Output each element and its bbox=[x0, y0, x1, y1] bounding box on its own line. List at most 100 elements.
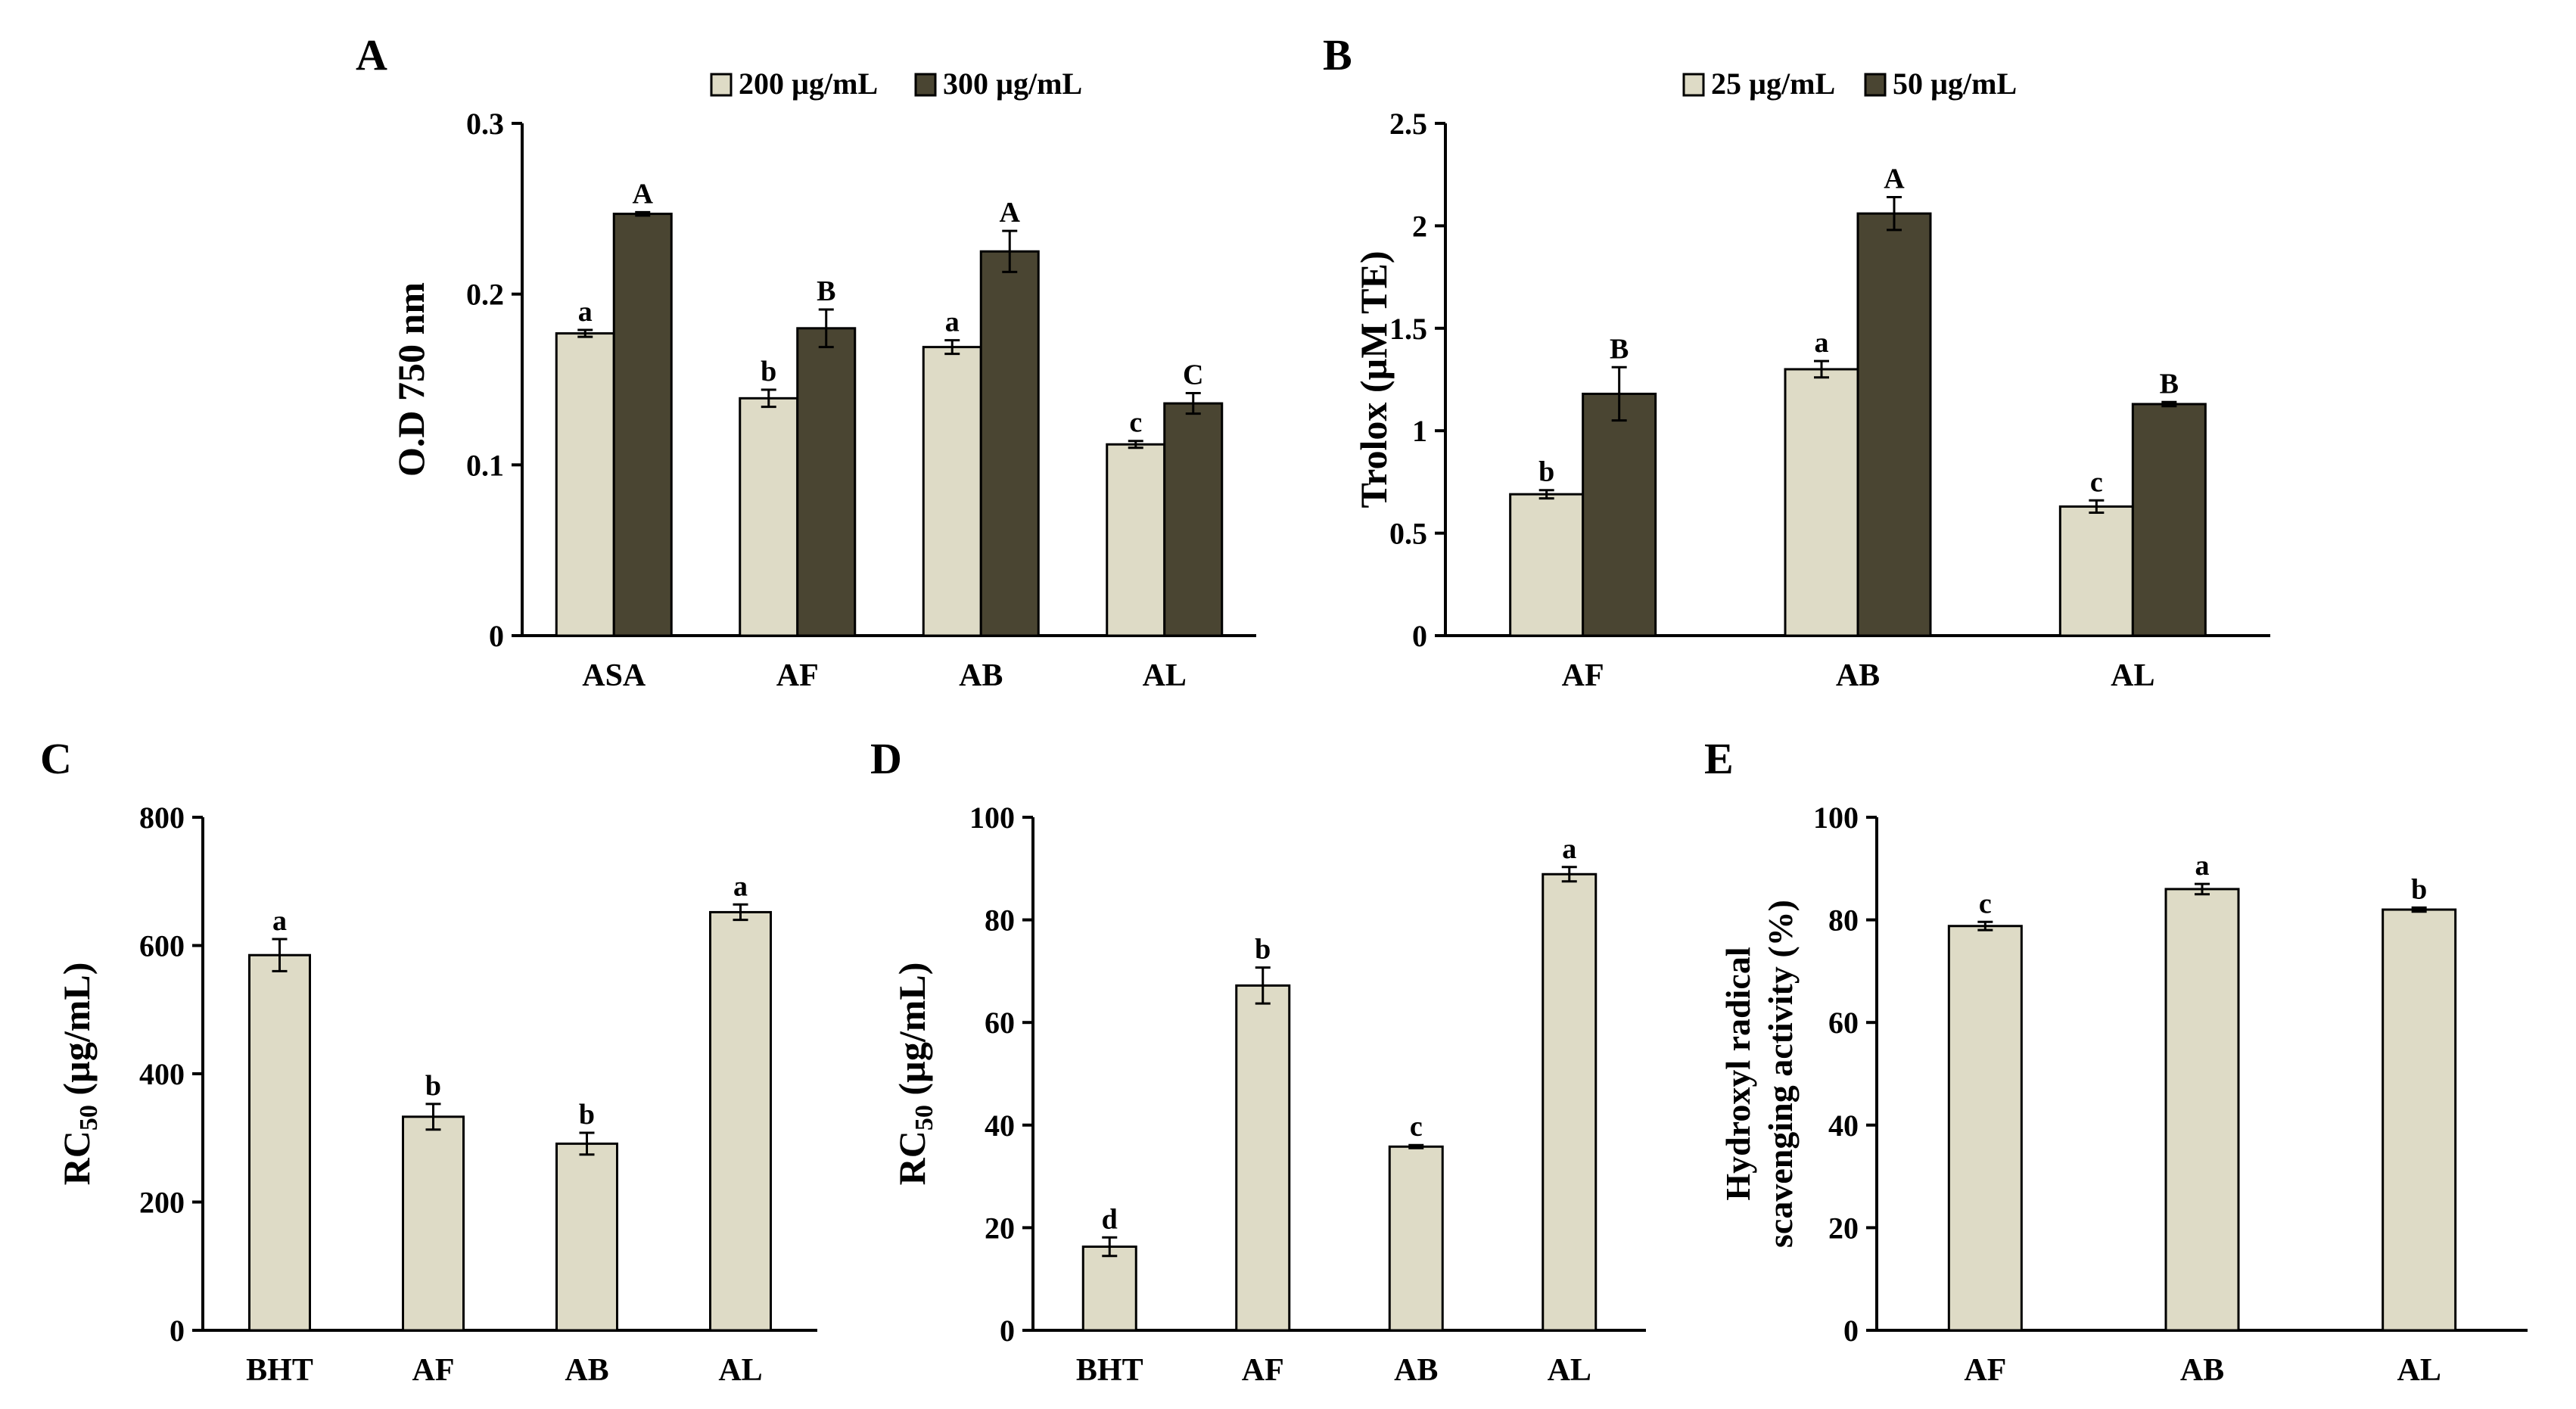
x-tick-label: BHT bbox=[246, 1353, 313, 1388]
bar-ab-series-1 bbox=[1856, 212, 1932, 637]
y-tick-label: 0.2 bbox=[466, 278, 504, 312]
y-tick-label: 0 bbox=[489, 619, 504, 653]
significance-letter: b bbox=[761, 356, 776, 387]
significance-letter: d bbox=[1102, 1203, 1118, 1235]
x-tick-label: AF bbox=[1964, 1353, 2006, 1388]
x-tick-label: AB bbox=[959, 658, 1003, 693]
y-axis-title-subscript: 50 bbox=[75, 1105, 103, 1131]
significance-letter: b bbox=[1255, 934, 1271, 966]
legend-swatch bbox=[1864, 73, 1887, 97]
bar-af-series-0 bbox=[739, 397, 799, 637]
bar-al-series-1 bbox=[2131, 403, 2207, 637]
significance-letter: c bbox=[2090, 466, 2103, 498]
bar-al-series-0 bbox=[2058, 505, 2134, 637]
significance-letter: C bbox=[1183, 359, 1203, 391]
y-tick-label: 80 bbox=[985, 904, 1015, 938]
significance-letter: b bbox=[425, 1070, 441, 1102]
y-tick-label: 80 bbox=[1828, 904, 1859, 938]
y-axis-title: Trolox (µM TE) bbox=[1352, 251, 1395, 509]
significance-letter: a bbox=[2195, 850, 2210, 882]
significance-letter: a bbox=[272, 905, 287, 937]
y-axis-title: RC50 (µg/mL) bbox=[55, 963, 103, 1186]
legend-swatch bbox=[710, 73, 733, 97]
x-tick-label: ASA bbox=[582, 658, 646, 693]
y-tick-label: 600 bbox=[139, 929, 185, 963]
y-tick-label: 0.3 bbox=[466, 107, 504, 141]
bar-ab-series-0 bbox=[555, 1142, 618, 1332]
y-axis-title-line1: Hydroxyl radical bbox=[1719, 947, 1757, 1200]
x-tick-label: AF bbox=[776, 658, 819, 693]
y-tick-label: 0 bbox=[1412, 619, 1427, 653]
significance-letter: A bbox=[1884, 163, 1905, 194]
bar-asa-series-1 bbox=[612, 213, 673, 637]
y-tick-label: 2.5 bbox=[1389, 107, 1427, 141]
y-tick-label: 20 bbox=[985, 1211, 1015, 1245]
legend-label: 300 µg/mL bbox=[943, 67, 1082, 101]
panel-e: E 0 20 40 60 80 100 Hydroxyl radical scavenging … bbox=[1704, 734, 2528, 1388]
panel-label-c: C bbox=[40, 734, 72, 783]
x-tick-label: AF bbox=[412, 1353, 455, 1388]
significance-letter: b bbox=[2411, 873, 2427, 905]
significance-letter: B bbox=[2160, 368, 2179, 400]
y-tick-label: 60 bbox=[1828, 1006, 1859, 1040]
significance-letter: A bbox=[633, 178, 654, 210]
x-tick-label: AL bbox=[718, 1353, 762, 1388]
y-tick-label: 800 bbox=[139, 801, 185, 835]
bar-af-series-0 bbox=[1509, 493, 1585, 637]
bar-al-series-0 bbox=[1106, 443, 1166, 637]
x-tick-label: AL bbox=[2397, 1353, 2441, 1388]
bar-ab-series-0 bbox=[2164, 888, 2240, 1332]
bar-al-series-0 bbox=[1542, 872, 1598, 1332]
y-axis-title-main: RC bbox=[55, 1131, 98, 1185]
bar-bht-series-0 bbox=[248, 953, 311, 1332]
y-axis-title-units: (µg/mL) bbox=[891, 963, 933, 1106]
bar-al-series-0 bbox=[2382, 908, 2457, 1332]
y-tick-label: 40 bbox=[1828, 1109, 1859, 1143]
panel-a: A 0 0.1 0.2 0.3 O.D 750 nm ASA a A AF b B AB a A AL c C 20… bbox=[356, 30, 1256, 693]
bar-af-series-1 bbox=[1582, 392, 1657, 637]
significance-letter: a bbox=[1562, 833, 1576, 865]
panels: A00.10.20.3O.D 750 nmASAaAAFbBABaAALcC20… bbox=[40, 30, 2528, 1388]
y-tick-label: 20 bbox=[1828, 1211, 1859, 1245]
significance-letter: B bbox=[1610, 333, 1629, 365]
y-tick-label: 1 bbox=[1412, 414, 1427, 448]
x-tick-label: AB bbox=[565, 1353, 608, 1388]
y-axis-title-units: (µg/mL) bbox=[55, 963, 98, 1106]
x-tick-label: BHT bbox=[1076, 1353, 1143, 1388]
bar-asa-series-0 bbox=[555, 332, 615, 637]
significance-letter: a bbox=[578, 296, 593, 328]
x-tick-label: AB bbox=[2180, 1353, 2224, 1388]
significance-letter: B bbox=[817, 275, 835, 307]
panel-c: C 0 200 400 600 800 RC50 (µg/mL) BHT a AF b AB b AL a bbox=[40, 734, 817, 1388]
x-tick-label: AL bbox=[1548, 1353, 1591, 1388]
bar-bht-series-0 bbox=[1081, 1245, 1137, 1332]
significance-letter: c bbox=[1410, 1111, 1423, 1143]
significance-letter: c bbox=[1129, 407, 1142, 439]
panel-label-b: B bbox=[1323, 30, 1352, 79]
bar-ab-series-0 bbox=[1388, 1145, 1444, 1332]
legend-label: 200 µg/mL bbox=[739, 67, 878, 101]
significance-letter: a bbox=[1815, 327, 1829, 359]
significance-letter: a bbox=[945, 306, 960, 338]
x-tick-label: AL bbox=[1143, 658, 1187, 693]
panel-label-d: D bbox=[870, 734, 902, 783]
y-tick-label: 200 bbox=[139, 1186, 185, 1220]
bar-ab-series-1 bbox=[979, 250, 1040, 637]
panel-b: B 0 0.5 1 1.5 2 2.5 Trolox (µM TE) AF b B AB a A AL c B 2… bbox=[1323, 30, 2270, 693]
y-tick-label: 0.5 bbox=[1389, 517, 1427, 551]
y-tick-label: 40 bbox=[985, 1109, 1015, 1143]
legend-swatch bbox=[914, 73, 937, 97]
y-axis-title: O.D 750 nm bbox=[390, 282, 432, 477]
bar-al-series-1 bbox=[1163, 402, 1224, 637]
y-tick-label: 1.5 bbox=[1389, 312, 1427, 346]
panel-label-e: E bbox=[1704, 734, 1734, 783]
y-tick-label: 2 bbox=[1412, 209, 1427, 243]
bar-al-series-0 bbox=[709, 910, 772, 1332]
y-tick-label: 400 bbox=[139, 1057, 185, 1091]
y-axis-title-subscript: 50 bbox=[910, 1105, 938, 1131]
legend-swatch bbox=[1682, 73, 1705, 97]
x-tick-label: AB bbox=[1836, 658, 1880, 693]
significance-letter: A bbox=[1000, 197, 1021, 229]
x-tick-label: AF bbox=[1562, 658, 1604, 693]
